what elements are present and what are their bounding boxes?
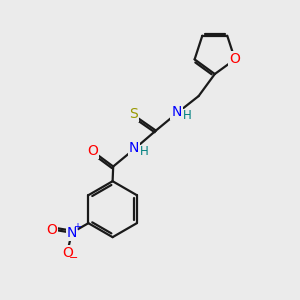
Text: N: N [129, 141, 139, 155]
Text: +: + [73, 222, 81, 233]
Text: H: H [183, 109, 192, 122]
Text: N: N [171, 105, 182, 119]
Text: H: H [140, 145, 149, 158]
Text: S: S [129, 107, 138, 122]
Text: O: O [62, 246, 73, 260]
Text: O: O [46, 223, 57, 237]
Text: −: − [69, 254, 79, 263]
Text: O: O [87, 144, 98, 158]
Text: O: O [230, 52, 240, 66]
Text: N: N [67, 226, 77, 240]
